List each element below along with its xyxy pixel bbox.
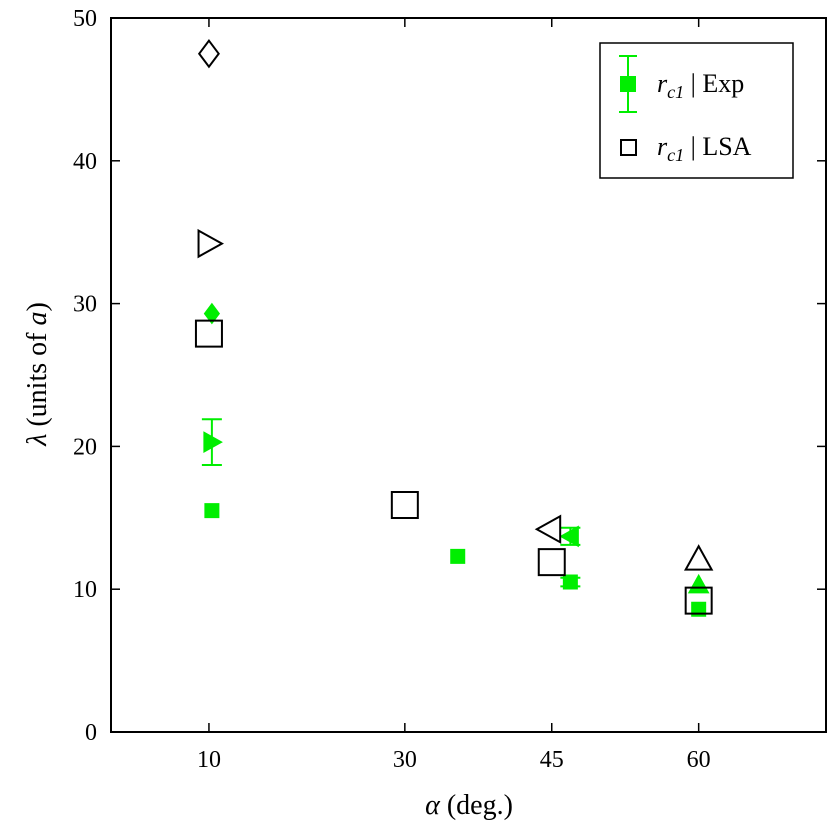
- data-point-square: [562, 574, 578, 590]
- data-point-diamond: [203, 302, 221, 325]
- x-axis-label-text: (deg.): [440, 790, 513, 821]
- data-point-square: [194, 319, 223, 348]
- data-point-triangle-left: [534, 514, 562, 544]
- legend-lsa-symbol: [620, 139, 637, 156]
- x-axis-label-symbol: α: [425, 790, 441, 821]
- y-axis-label-text: (units of: [22, 326, 53, 434]
- y-axis-label-symbol: λ: [22, 434, 53, 447]
- y-tick-label: 0: [85, 720, 97, 746]
- legend-exp-symbol: [619, 55, 637, 113]
- data-point-diamond: [197, 39, 220, 69]
- series-lsa: [194, 39, 714, 615]
- legend-lsa-label: rc1 | LSA: [657, 132, 752, 165]
- x-tick-label: 60: [687, 747, 711, 773]
- data-marks: [194, 39, 714, 617]
- axes-box: [110, 17, 827, 733]
- data-point-square: [450, 548, 466, 564]
- x-tick-label: 45: [540, 747, 564, 773]
- data-point-triangle-right: [203, 431, 223, 453]
- data-point-square: [204, 503, 220, 519]
- y-tick-label: 20: [73, 434, 97, 460]
- data-point-square: [390, 490, 419, 519]
- x-axis-label: α (deg.): [425, 790, 513, 821]
- data-point-triangle-right: [197, 228, 225, 259]
- axis-ticks: 0 10 20 30 40 50 10 30 45 60: [73, 6, 826, 773]
- x-tick-label: 30: [393, 747, 417, 773]
- data-point-square: [537, 548, 566, 577]
- y-tick-label: 50: [73, 6, 97, 32]
- data-point-triangle-left: [559, 525, 579, 548]
- y-tick-label: 40: [73, 149, 97, 175]
- series-exp: [201, 302, 710, 617]
- x-tick-label: 10: [197, 747, 221, 773]
- y-tick-label: 30: [73, 292, 97, 318]
- y-tick-label: 10: [73, 577, 97, 603]
- y-axis-label-close: ): [22, 302, 53, 311]
- data-point-square: [684, 586, 713, 615]
- data-point-triangle-up: [683, 544, 714, 571]
- legend-exp-label: rc1 | Exp: [657, 69, 744, 102]
- y-axis-label: λ (units of a): [22, 302, 53, 447]
- data-point-triangle-up: [687, 573, 710, 594]
- y-axis-label-unit: a: [22, 312, 53, 326]
- legend: rc1 | Exp rc1 | LSA: [599, 42, 794, 179]
